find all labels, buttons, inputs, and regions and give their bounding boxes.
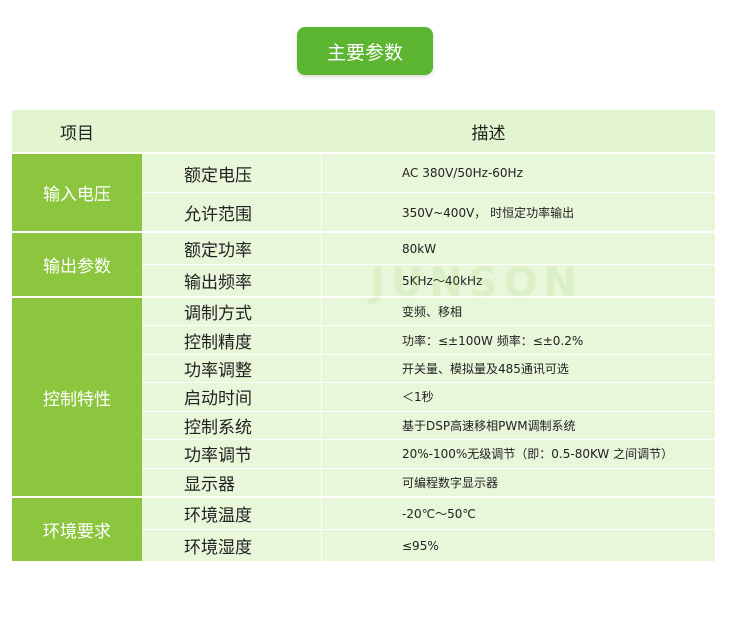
- param-desc: 开关量、模拟量及485通讯可选: [402, 362, 569, 377]
- param-desc: AC 380V/50Hz-60Hz: [402, 166, 523, 180]
- title-badge: 主要参数: [297, 27, 433, 75]
- table-row: 额定电压 AC 380V/50Hz-60Hz: [142, 154, 715, 192]
- table-row: 功率调节 20%-100%无级调节（即：0.5-80KW 之间调节）: [142, 439, 715, 468]
- param-desc: 变频、移相: [402, 305, 463, 320]
- param-desc: 350V~400V， 时恒定功率输出: [402, 205, 575, 220]
- group-rows: 额定功率 80kW 输出频率 5KHz～40kHz: [142, 233, 715, 296]
- param-desc: ＜1秒: [402, 390, 434, 405]
- table-row: 环境湿度 ≤95%: [142, 529, 715, 561]
- group-rows: 额定电压 AC 380V/50Hz-60Hz 允许范围 350V~400V， 时恒定功…: [142, 154, 715, 231]
- param-desc: ≤95%: [402, 538, 439, 553]
- group-label: 控制特性: [12, 298, 142, 496]
- param-desc: 功率：≤±100W 频率：≤±0.2%: [402, 333, 584, 348]
- watermark: JUNSON: [370, 260, 584, 306]
- param-name: 环境湿度: [142, 530, 322, 561]
- param-name: 允许范围: [142, 193, 322, 231]
- header-cell: 项目: [60, 123, 94, 144]
- param-desc: 5KHz～40kHz: [402, 274, 483, 288]
- table-row: 显示器 可编程数字显示器: [142, 467, 715, 496]
- param-desc: -20℃～50℃: [402, 507, 476, 521]
- group-label: 输出参数: [12, 233, 142, 296]
- param-desc: 20%-100%无级调节（即：0.5-80KW 之间调节）: [402, 447, 674, 462]
- table-row: 控制系统 基于DSP高速移相PWM调制系统: [142, 410, 715, 440]
- group-label: 环境要求: [12, 498, 142, 561]
- table-row: 输出频率 5KHz～40kHz: [142, 264, 715, 296]
- header-cell: 描述: [471, 123, 506, 144]
- row-group: 输出参数 额定功率 80kW 输出频率 5KHz～40kHz: [12, 233, 715, 296]
- param-name: 功率调节: [142, 440, 322, 468]
- row-group: 控制特性 调制方式 变频、移相控制精度 功率：≤±100W 频率：≤±0.2% 功率调整…: [12, 298, 715, 496]
- param-name: 显示器: [142, 468, 322, 496]
- param-name: 控制精度: [142, 326, 322, 354]
- table-row: 额定功率 80kW: [142, 233, 715, 264]
- table-header: 项目 描述: [12, 110, 715, 152]
- param-name: 调制方式: [142, 298, 322, 326]
- param-name: 功率调整: [142, 354, 322, 383]
- param-name: 额定功率: [142, 233, 322, 264]
- param-name: 控制系统: [142, 411, 322, 440]
- table-row: 功率调整 开关量、模拟量及485通讯可选: [142, 353, 715, 383]
- row-group: 输入电压 额定电压 AC 380V/50Hz-60Hz 允许范围 350V~400V， …: [12, 154, 715, 231]
- row-group: 环境要求 环境温度 -20℃～50℃ 环境湿度 ≤95%: [12, 498, 715, 561]
- param-name: 额定电压: [142, 154, 322, 192]
- table-row: 环境温度 -20℃～50℃: [142, 498, 715, 529]
- param-desc: 可编程数字显示器: [402, 475, 499, 490]
- param-name: 输出频率: [142, 265, 322, 296]
- param-name: 启动时间: [142, 383, 322, 411]
- param-desc: 80kW: [402, 241, 437, 256]
- param-desc: 基于DSP高速移相PWM调制系统: [402, 418, 576, 433]
- table-row: 调制方式 变频、移相: [142, 298, 715, 326]
- group-rows: 调制方式 变频、移相控制精度 功率：≤±100W 频率：≤±0.2% 功率调整 开关量、…: [142, 298, 715, 496]
- table-row: 允许范围 350V~400V， 时恒定功率输出: [142, 192, 715, 231]
- spec-table: 项目 描述 输入电压 额定电压 AC 380V/50Hz-60Hz 允许范围 350V~…: [12, 110, 715, 561]
- table-row: 控制精度 功率：≤±100W 频率：≤±0.2%: [142, 325, 715, 354]
- param-name: 环境温度: [142, 498, 322, 529]
- group-label: 输入电压: [12, 154, 142, 231]
- group-rows: 环境温度 -20℃～50℃ 环境湿度 ≤95%: [142, 498, 715, 561]
- table-row: 启动时间 ＜1秒: [142, 382, 715, 411]
